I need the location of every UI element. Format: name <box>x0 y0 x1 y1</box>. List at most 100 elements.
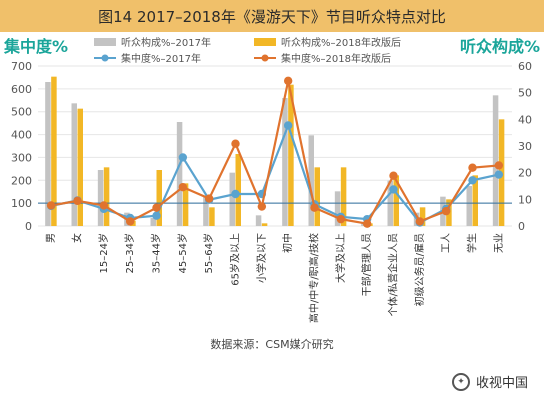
category-label: 65岁及以上 <box>229 233 242 286</box>
bar <box>229 172 235 226</box>
legend-label: 听众构成%–2018年改版后 <box>281 36 401 49</box>
right-tick-label: 60 <box>518 60 532 73</box>
left-tick-label: 500 <box>11 106 32 119</box>
line-point <box>362 219 372 228</box>
bar <box>492 95 499 226</box>
bar <box>419 207 426 226</box>
bar <box>282 98 288 226</box>
line-point <box>494 161 504 170</box>
left-axis-label: 集中度% <box>3 37 68 56</box>
category-label: 工人 <box>440 233 452 253</box>
line-point <box>125 217 135 226</box>
category-label: 小学及以下 <box>255 233 268 283</box>
line-point <box>283 76 293 86</box>
left-tick-label: 300 <box>11 151 32 164</box>
line-point <box>283 121 293 130</box>
category-label: 高中/中专/职高/技校 <box>308 233 321 323</box>
left-tick-label: 700 <box>11 60 32 73</box>
legend-marker <box>261 54 269 62</box>
category-label: 25–34岁 <box>123 233 136 273</box>
line-point <box>441 206 451 216</box>
watermark: ✦ 收视中国 <box>451 372 528 391</box>
bar <box>156 170 162 226</box>
bar <box>308 135 314 226</box>
series-line <box>50 80 499 225</box>
category-label: 无业 <box>493 233 505 253</box>
bar <box>235 154 241 226</box>
bar <box>393 175 399 226</box>
category-label: 大学及以上 <box>334 233 347 283</box>
bar <box>97 170 104 226</box>
bar <box>77 108 83 226</box>
bar <box>150 218 156 226</box>
category-label: 干部/管理人员 <box>360 233 373 296</box>
bar <box>51 76 57 226</box>
line-point <box>46 201 56 210</box>
legend-marker <box>101 54 109 62</box>
bar <box>45 82 51 226</box>
legend-label: 集中度%–2017年 <box>121 52 201 65</box>
category-label: 初中 <box>281 233 294 253</box>
bar <box>209 207 215 226</box>
legend-label: 集中度%–2018年改版后 <box>281 52 391 65</box>
source-note: 数据来源：CSM媒介研究 <box>210 338 334 351</box>
line-point <box>231 139 240 148</box>
category-label: 个体/私营企业人员 <box>387 233 400 316</box>
line-point <box>468 176 477 185</box>
line-group <box>46 76 504 228</box>
bar <box>340 167 347 226</box>
category-label: 初级公务员/雇员 <box>413 233 426 306</box>
line-point <box>178 182 188 192</box>
legend-label: 听众构成%–2017年 <box>121 36 211 49</box>
right-tick-label: 50 <box>518 87 532 100</box>
category-label: 15–24岁 <box>97 233 110 273</box>
wechat-icon: ✦ <box>451 372 470 391</box>
category-label: 学生 <box>466 233 479 253</box>
chart-title: 图14 2017–2018年《漫游天下》节目听众特点对比 <box>0 0 544 32</box>
right-tick-label: 40 <box>518 113 532 126</box>
right-tick-label: 20 <box>518 167 532 180</box>
left-tick-label: 0 <box>25 220 32 233</box>
right-tick-label: 10 <box>518 193 532 206</box>
tick-labels: 0 100 200 300 400 500 600 700 0 10 20 30 40 50 60 <box>11 60 532 233</box>
line-point <box>389 185 398 194</box>
bar <box>288 84 294 226</box>
line-point <box>152 203 161 212</box>
category-label: 男 <box>45 233 57 243</box>
left-tick-label: 400 <box>11 129 32 142</box>
right-tick-label: 30 <box>518 140 532 153</box>
line-point <box>468 163 477 172</box>
line-point <box>494 170 504 179</box>
line-point <box>152 211 161 220</box>
bar <box>255 215 262 226</box>
category-label: 35–44岁 <box>150 233 163 273</box>
bar <box>261 223 268 226</box>
bar <box>182 183 189 226</box>
chart-area: 0 100 200 300 400 500 600 700 0 10 20 30 40 50 60 男 女 15… <box>3 36 540 323</box>
bar <box>314 167 320 226</box>
legend-swatch <box>254 38 276 46</box>
line-point <box>73 196 82 206</box>
line-point <box>99 201 109 210</box>
bar <box>203 196 209 226</box>
category-label: 55–64岁 <box>202 233 215 273</box>
watermark-text: 收视中国 <box>475 376 528 391</box>
right-tick-label: 0 <box>518 220 525 233</box>
line-point <box>310 203 319 212</box>
line-point <box>389 171 398 180</box>
legend-swatch <box>94 38 116 46</box>
right-axis-label: 听众构成% <box>460 37 540 56</box>
left-tick-label: 100 <box>11 197 32 210</box>
bar <box>472 175 478 226</box>
bar <box>176 122 183 226</box>
line-point <box>336 214 346 224</box>
left-tick-label: 200 <box>11 174 32 187</box>
bar <box>103 167 110 226</box>
line-point <box>178 153 188 162</box>
category-labels: 男 女 15–24岁 25–34岁 35–44岁 45–54岁 55–64岁 65岁及以上 小学… <box>45 233 505 323</box>
bar <box>334 191 341 226</box>
bar <box>466 186 472 226</box>
category-label: 45–54岁 <box>176 233 189 273</box>
line-point <box>415 217 425 226</box>
